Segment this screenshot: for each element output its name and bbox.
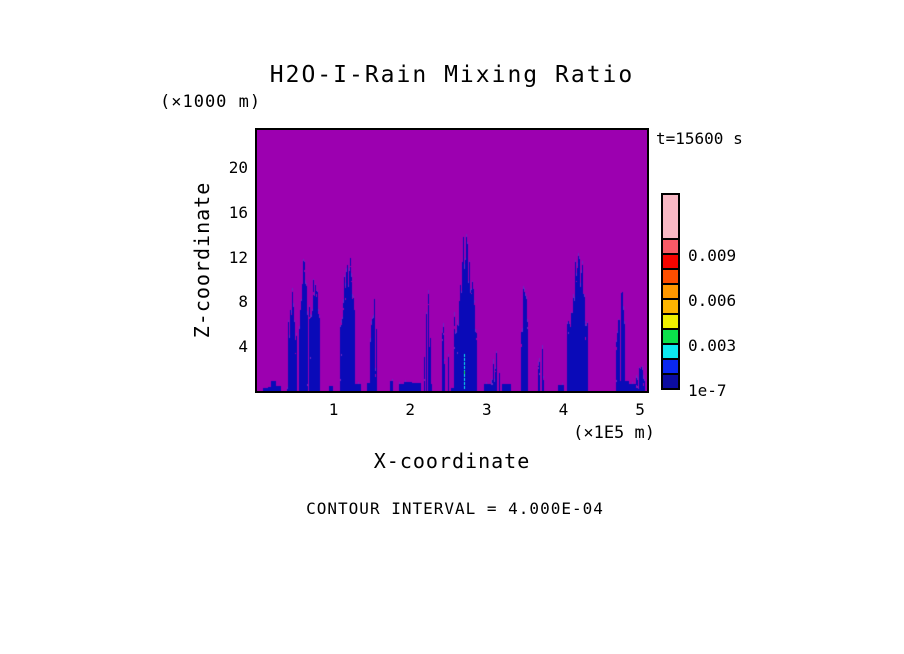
chart-title: H2O-I-Rain Mixing Ratio xyxy=(269,62,635,88)
colorbar-segment xyxy=(663,315,678,330)
z-tick-label: 20 xyxy=(228,157,248,177)
colorbar-segment xyxy=(663,345,678,360)
x-tick-label: 3 xyxy=(482,400,492,419)
z-tick-label: 16 xyxy=(228,202,248,222)
colorbar-segment xyxy=(663,375,678,388)
colorbar-segment xyxy=(663,360,678,375)
heatmap-canvas xyxy=(257,130,647,391)
contour-interval-note: CONTOUR INTERVAL = 4.000E-04 xyxy=(306,499,604,518)
x-tick-label: 1 xyxy=(328,400,339,419)
time-annotation: t=15600 s xyxy=(656,129,743,148)
x-axis-title: X-coordinate xyxy=(373,449,531,473)
colorbar-tick-label: 0.009 xyxy=(688,246,737,265)
plot-area xyxy=(255,128,649,393)
colorbar-segment xyxy=(663,300,678,315)
z-tick-label: 4 xyxy=(238,337,248,357)
z-axis-unit-label: (×1000 m) xyxy=(160,92,262,112)
x-tick-label: 4 xyxy=(558,400,569,419)
x-axis-unit-label: (×1E5 m) xyxy=(573,423,655,443)
colorbar-segment xyxy=(663,285,678,300)
z-tick-label: 12 xyxy=(228,247,248,267)
colorbar-segment xyxy=(663,330,678,345)
x-tick-label: 2 xyxy=(405,400,416,419)
colorbar xyxy=(661,193,680,390)
colorbar-segment xyxy=(663,240,678,255)
colorbar-segment xyxy=(663,255,678,270)
colorbar-segment xyxy=(663,270,678,285)
colorbar-tick-label: 0.003 xyxy=(688,336,737,355)
colorbar-segment xyxy=(663,195,678,240)
colorbar-tick-label: 1e-7 xyxy=(688,381,727,400)
colorbar-tick-label: 0.006 xyxy=(688,291,737,310)
z-tick-label: 8 xyxy=(238,292,248,312)
x-tick-label: 5 xyxy=(635,400,645,419)
